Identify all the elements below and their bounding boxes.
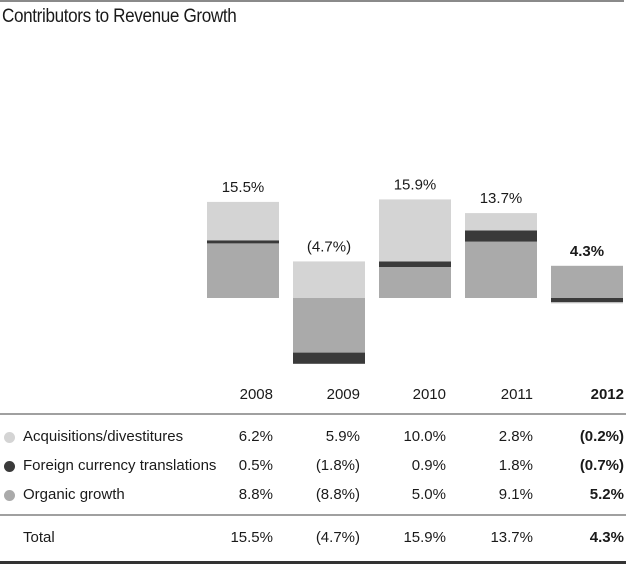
total-label-2011: 13.7%: [480, 190, 523, 207]
segment-2008-organic: [207, 243, 279, 298]
cell-acquisitions-2009: 5.9%: [325, 428, 360, 445]
cell-fx-2011: 1.8%: [498, 457, 533, 474]
cell-organic-2011: 9.1%: [498, 486, 533, 503]
segment-2011-acquisitions: [465, 213, 537, 231]
cell-fx-2008: 0.5%: [238, 457, 273, 474]
cell-acquisitions-2011: 2.8%: [498, 428, 533, 445]
column-header-2012: 2012: [590, 386, 624, 403]
cell-total-2009: (4.7%): [315, 529, 360, 546]
column-header-2010: 2010: [412, 386, 446, 403]
row-label-acquisitions: Acquisitions/divestitures: [23, 428, 184, 445]
column-header-2011: 2011: [500, 386, 533, 403]
row-label-organic: Organic growth: [23, 486, 125, 503]
segment-2011-fx: [465, 230, 537, 242]
row-label-fx: Foreign currency translations: [23, 457, 217, 474]
total-label-2010: 15.9%: [394, 176, 437, 193]
stacked-bar-chart: 15.5% (4.7%) 15.9% 13.7% 4.3%: [207, 176, 623, 364]
cell-total-2011: 13.7%: [490, 529, 533, 546]
bar-2008: [207, 201, 279, 298]
bar-2009: [293, 261, 365, 364]
cell-fx-2009: (1.8%): [315, 457, 360, 474]
segment-2009-fx: [293, 352, 365, 364]
cell-total-2008: 15.5%: [230, 529, 273, 546]
top-rule: [0, 0, 624, 2]
total-label-2008: 15.5%: [222, 179, 265, 196]
total-label-2012: 4.3%: [570, 243, 604, 260]
row-label-total: Total: [23, 529, 55, 546]
cell-organic-2012: 5.2%: [589, 486, 624, 503]
header-rule: [0, 413, 626, 415]
segment-2009-acquisitions: [293, 261, 365, 298]
segment-2012-acquisitions: [551, 302, 623, 304]
total-label-2009: (4.7%): [307, 238, 351, 255]
legend-dot-organic: [4, 490, 15, 501]
cell-organic-2010: 5.0%: [411, 486, 446, 503]
legend-dot-acquisitions: [4, 432, 15, 443]
segment-2009-organic: [293, 298, 365, 353]
segment-2010-acquisitions: [379, 199, 451, 262]
bar-2011: [465, 213, 537, 298]
legend-dot-fx: [4, 461, 15, 472]
column-header-2009: 2009: [326, 386, 360, 403]
bar-2010: [379, 199, 451, 298]
cell-organic-2009: (8.8%): [315, 486, 360, 503]
cell-acquisitions-2012: (0.2%): [579, 428, 624, 445]
cell-acquisitions-2010: 10.0%: [403, 428, 446, 445]
cell-fx-2010: 0.9%: [411, 457, 446, 474]
bar-2012: [551, 265, 623, 304]
column-header-2008: 2008: [239, 386, 273, 403]
segment-2012-organic: [551, 265, 623, 298]
cell-acquisitions-2008: 6.2%: [238, 428, 273, 445]
total-rule: [0, 514, 626, 516]
segment-2010-organic: [379, 267, 451, 298]
cell-total-2010: 15.9%: [403, 529, 446, 546]
segment-2008-fx: [207, 240, 279, 244]
segment-2008-acquisitions: [207, 201, 279, 241]
segment-2012-fx: [551, 298, 623, 303]
segment-2010-fx: [379, 261, 451, 267]
chart-title: Contributors to Revenue Growth: [2, 6, 237, 27]
segment-2011-organic: [465, 241, 537, 298]
cell-total-2012: 4.3%: [589, 529, 624, 546]
cell-fx-2012: (0.7%): [579, 457, 624, 474]
cell-organic-2008: 8.8%: [238, 486, 273, 503]
bottom-rule: [0, 561, 626, 564]
